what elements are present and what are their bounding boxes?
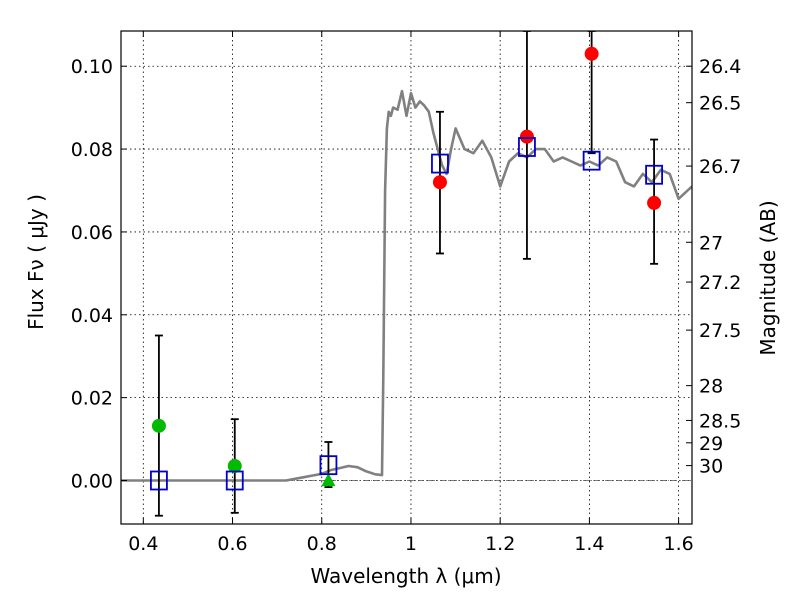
observed_green-point (227, 459, 242, 473)
y2-tick-label: 28.5 (699, 410, 741, 432)
observed_green-point (151, 418, 166, 433)
x-tick-label: 0.6 (217, 533, 247, 555)
y2-tick-label: 26.4 (699, 56, 741, 78)
y2-tick-label: 28 (699, 376, 723, 398)
y-tick-label: 0.04 (71, 305, 113, 327)
x-tick-label: 1.6 (664, 533, 694, 555)
y-tick-label: 0.08 (71, 139, 113, 161)
model_photometry-point (518, 137, 536, 157)
x-tick-label: 1 (405, 533, 417, 555)
y-axis-label: Flux Fν ( μJy ) (24, 194, 48, 330)
model_photometry-point (431, 153, 449, 174)
model_photometry-point (319, 455, 338, 476)
y2-tick-label: 29 (699, 433, 723, 455)
observed_red-point (647, 195, 662, 210)
plot-frame (120, 30, 693, 525)
axis-ticks: 0.4 0.6 0.8 1 1.2 1.4 1.6 0.00 0.02 0.04 0.06 0.08 0… (71, 31, 741, 555)
x-tick-label: 0.4 (128, 533, 158, 555)
y2-tick-label: 26.5 (699, 93, 741, 115)
x-tick-label: 1.2 (485, 533, 515, 555)
y2-tick-label: 26.7 (699, 156, 741, 178)
y2-axis-label: Magnitude (AB) (756, 200, 780, 355)
model_photometry-point (225, 470, 244, 491)
model_photometry-point (582, 150, 601, 171)
y-tick-label: 0.10 (71, 56, 113, 78)
y2-tick-label: 30 (699, 456, 723, 478)
y2-tick-label: 27.5 (699, 320, 741, 342)
model_photometry-point (150, 470, 168, 491)
model_photometry-point (645, 164, 663, 185)
y2-tick-label: 27.2 (699, 272, 741, 294)
x-tick-label: 1.4 (574, 533, 604, 555)
upper_limit-point (321, 473, 336, 487)
observed_red-point (432, 175, 447, 190)
grid-lines (121, 31, 692, 524)
y2-tick-label: 27 (699, 232, 723, 254)
model-spectrum-line (121, 89, 692, 482)
x-tick-label: 0.8 (307, 533, 337, 555)
y-tick-label: 0.06 (71, 222, 113, 244)
x-axis-label: Wavelength λ (μm) (310, 564, 501, 588)
observed_red-point (584, 46, 599, 61)
observed_red-point (519, 129, 534, 144)
y-tick-label: 0.00 (71, 471, 113, 493)
plot-area (121, 31, 692, 517)
y-tick-label: 0.02 (71, 388, 113, 410)
